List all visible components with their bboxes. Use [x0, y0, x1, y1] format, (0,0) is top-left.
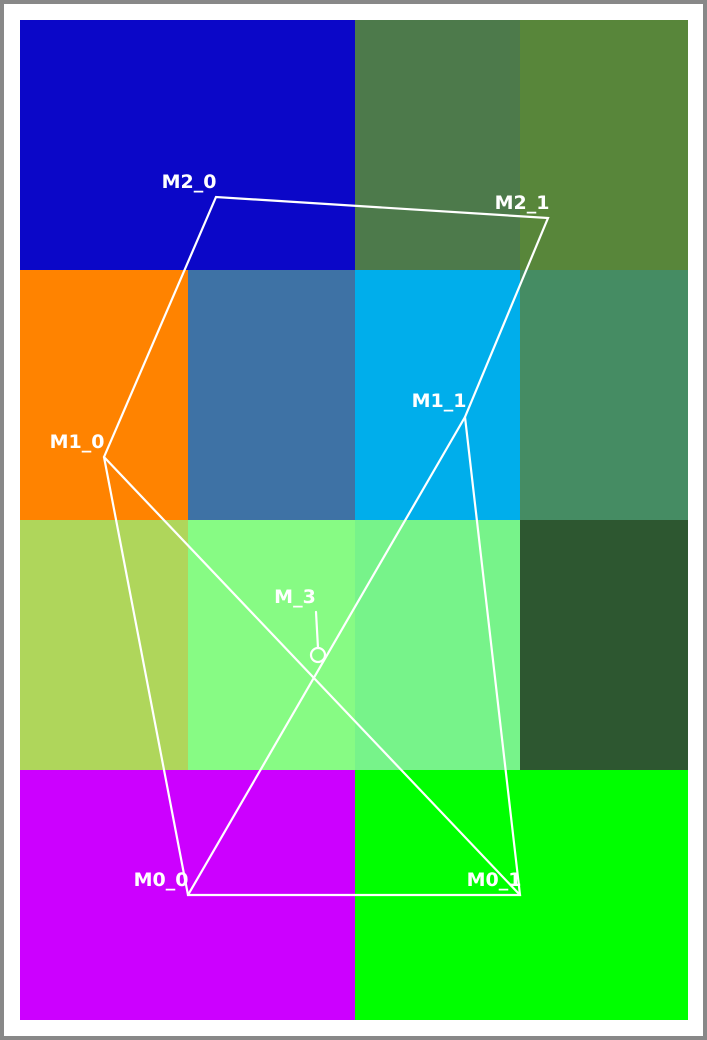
label-m1_0: M1_0	[50, 431, 105, 453]
grid-cell-r3c3	[520, 770, 688, 1020]
grid-cell-r0c0	[20, 20, 188, 270]
label-m0_0: M0_0	[134, 869, 189, 891]
diagonal-m1_1-m0_0	[186, 415, 467, 897]
label-m2_0: M2_0	[162, 171, 217, 193]
grid-cell-r0c1	[188, 20, 355, 270]
label-m0_1: M0_1	[467, 869, 522, 891]
point-labels: M2_0 M2_1 M1_1 M1_0 M_3 M0_0 M0_1	[50, 171, 550, 891]
grid-cell-r2c3	[520, 520, 688, 770]
m_3-leader-line	[314, 610, 320, 650]
diagonal-m1_0-m0_1	[102, 455, 522, 897]
grid-cell-r1c3	[520, 270, 688, 520]
grid-cell-r3c0	[20, 770, 188, 1020]
grid-cell-r1c1	[188, 270, 355, 520]
label-m_3: M_3	[274, 586, 316, 608]
grid-cell-r1c2	[355, 270, 520, 520]
grid-cell-r0c2	[355, 20, 520, 270]
label-m2_1: M2_1	[495, 192, 550, 214]
color-grid	[20, 20, 688, 1020]
label-m1_1: M1_1	[412, 390, 467, 412]
m_3-marker	[309, 646, 327, 664]
connector-lines	[102, 195, 550, 897]
grid-cell-r2c2	[355, 520, 520, 770]
grid-cell-r1c0	[20, 270, 188, 520]
grid-cell-r0c3	[520, 20, 688, 270]
grid-cell-r2c0	[20, 520, 188, 770]
grid-cell-r2c1	[188, 520, 355, 770]
